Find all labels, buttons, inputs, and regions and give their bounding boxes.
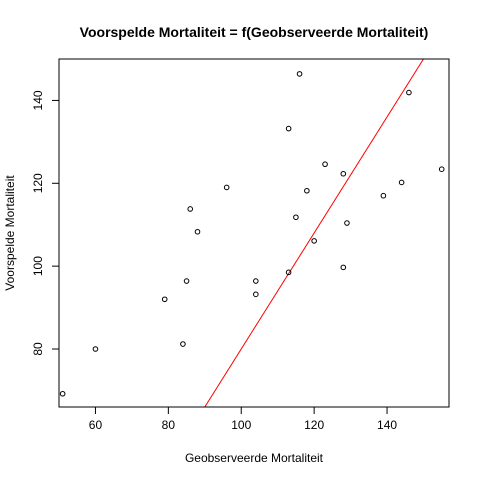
x-tick-label: 60 (89, 418, 103, 432)
data-point (344, 220, 350, 226)
data-point (438, 166, 445, 172)
data-point (311, 238, 317, 244)
data-point (194, 228, 201, 235)
x-tick-label: 120 (304, 418, 324, 432)
data-point (340, 170, 347, 177)
data-point (223, 184, 230, 191)
data-point (406, 89, 412, 96)
data-point (59, 390, 66, 397)
x-tick-label: 80 (162, 418, 176, 432)
x-tick-label: 100 (231, 418, 251, 432)
y-tick-label: 80 (31, 342, 45, 356)
data-point (92, 346, 99, 352)
reference-line-group (204, 59, 425, 407)
data-point (253, 291, 259, 298)
plot-area (58, 58, 450, 408)
y-tick-label: 120 (31, 173, 45, 193)
data-point (398, 179, 405, 186)
data-point (340, 264, 347, 271)
data-point (161, 296, 168, 303)
data-point (183, 278, 190, 284)
y-tick-label: 140 (31, 90, 45, 110)
data-point (322, 161, 328, 168)
y-tick-label: 100 (31, 256, 45, 276)
x-axis-label: Geobserveerde Mortaliteit (185, 451, 324, 465)
data-point (285, 269, 292, 276)
data-point (187, 206, 194, 212)
data-point (180, 341, 186, 347)
y-axis-label: Voorspelde Mortaliteit (3, 175, 17, 291)
chart-title: Voorspelde Mortaliteit = f(Geobserveerde… (80, 24, 429, 40)
reference-line (204, 59, 425, 407)
data-point (296, 71, 303, 77)
data-point (304, 187, 310, 194)
data-point (380, 192, 387, 199)
x-tick-label: 140 (377, 418, 397, 432)
points-group (59, 71, 445, 397)
data-point (293, 214, 299, 221)
x-axis: 60 80 100 120 140 (89, 407, 397, 432)
data-point (253, 278, 259, 284)
plot-frame (58, 58, 450, 408)
data-point (285, 125, 292, 132)
y-axis: 80 100 120 140 (31, 90, 59, 356)
